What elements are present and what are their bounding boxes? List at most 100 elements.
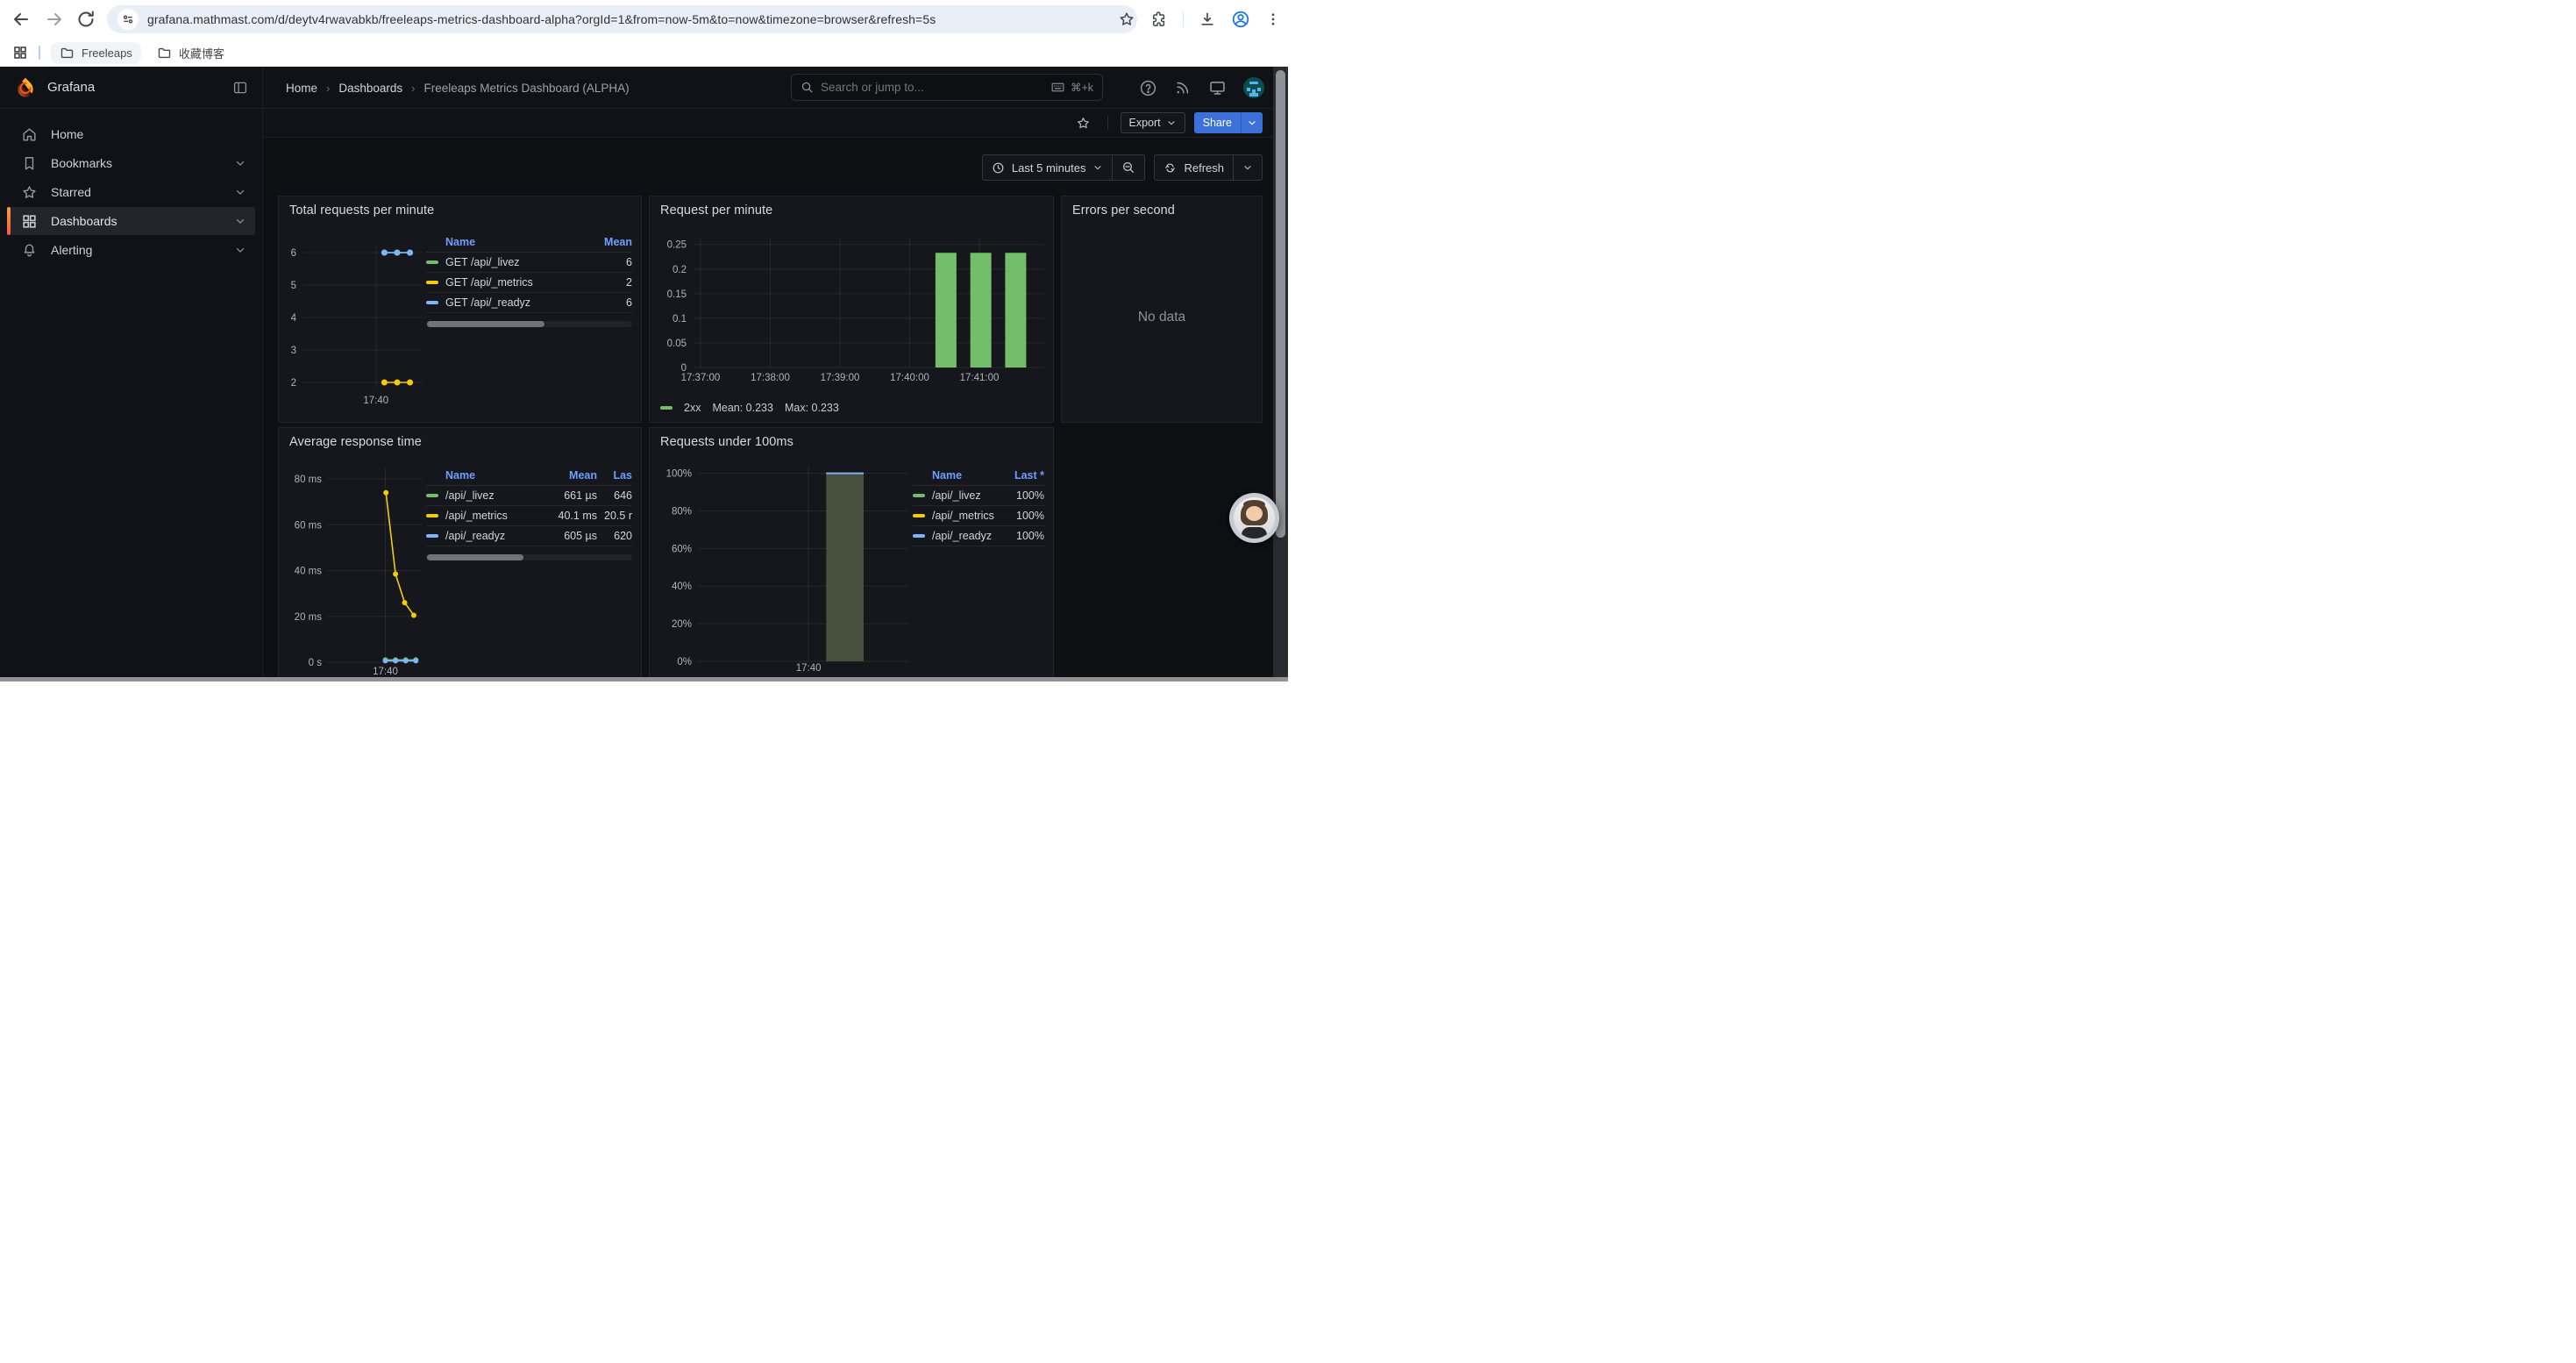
series-value: 661 µs: [532, 489, 597, 502]
help-icon[interactable]: [1139, 79, 1157, 97]
chevron-down-icon[interactable]: [234, 244, 246, 256]
legend-scrollbar[interactable]: [426, 321, 632, 327]
series-name[interactable]: /api/_livez: [445, 489, 532, 502]
chevron-down-icon[interactable]: [234, 215, 246, 227]
breadcrumb-home[interactable]: Home: [286, 82, 317, 95]
series-name[interactable]: /api/_readyz: [445, 530, 532, 542]
home-icon: [21, 126, 38, 143]
series-swatch: [426, 301, 445, 304]
page-scrollbar[interactable]: [1273, 67, 1288, 682]
browser-toolbar: grafana.mathmast.com/d/deytv4rwavabkb/fr…: [0, 0, 1288, 39]
svg-text:20%: 20%: [672, 619, 692, 630]
series-name[interactable]: /api/_metrics: [932, 510, 995, 522]
clock-icon: [992, 161, 1005, 175]
svg-text:60 ms: 60 ms: [295, 520, 323, 531]
menu-dots-icon[interactable]: [1265, 11, 1281, 27]
legend-scrollbar[interactable]: [426, 554, 632, 560]
sidebar-item-label: Starred: [51, 185, 91, 199]
sidebar-item-bookmarks[interactable]: Bookmarks: [7, 149, 255, 177]
series-name[interactable]: 2xx: [684, 402, 701, 414]
series-name[interactable]: GET /api/_livez: [445, 256, 588, 268]
legend-col-las[interactable]: Las: [597, 469, 632, 482]
legend-col-last-[interactable]: Last *: [995, 469, 1044, 482]
scrollbar-thumb[interactable]: [1276, 70, 1285, 538]
floating-assistant-avatar[interactable]: [1229, 493, 1279, 543]
legend-table: NameMeanGET /api/_livez6GET /api/_metric…: [426, 232, 632, 327]
chevron-down-icon[interactable]: [234, 186, 246, 198]
search-box[interactable]: ⌘+k: [791, 74, 1103, 101]
extensions-icon[interactable]: [1150, 11, 1168, 28]
legend-col-name[interactable]: Name: [445, 236, 588, 248]
sidebar-header: Grafana: [0, 67, 262, 109]
time-range-picker[interactable]: Last 5 minutes: [983, 155, 1113, 180]
bookmarks-bar: Freeleaps 收藏博客: [0, 39, 1288, 67]
svg-text:6: 6: [291, 248, 296, 259]
reload-icon[interactable]: [75, 9, 96, 30]
sidebar-collapse-icon[interactable]: [232, 80, 248, 96]
actions-divider: [1107, 116, 1108, 130]
monitor-icon[interactable]: [1208, 79, 1227, 97]
profile-icon[interactable]: [1231, 10, 1250, 29]
legend-header: NameMeanLas: [426, 465, 632, 486]
legend-col-name[interactable]: Name: [445, 469, 532, 482]
panel-title[interactable]: Requests under 100ms: [660, 435, 793, 449]
search-input[interactable]: [821, 81, 1043, 94]
series-name[interactable]: GET /api/_metrics: [445, 276, 588, 289]
refresh-interval-button[interactable]: [1233, 155, 1262, 180]
brand-name: Grafana: [47, 80, 95, 95]
panel-title[interactable]: Request per minute: [660, 203, 772, 218]
legend-header: NameLast *: [913, 465, 1044, 486]
user-avatar[interactable]: [1243, 77, 1264, 98]
refresh-icon: [1163, 161, 1177, 175]
series-name[interactable]: /api/_livez: [932, 489, 995, 502]
breadcrumb-dashboards[interactable]: Dashboards: [338, 82, 402, 95]
site-settings-icon[interactable]: [117, 9, 139, 30]
legend-row: /api/_livez100%: [913, 486, 1044, 506]
sidebar-item-home[interactable]: Home: [7, 120, 255, 148]
url-bar[interactable]: grafana.mathmast.com/d/deytv4rwavabkb/fr…: [107, 5, 1137, 33]
series-swatch: [426, 281, 445, 284]
panel-title[interactable]: Total requests per minute: [289, 203, 434, 218]
series-swatch: [913, 534, 932, 538]
download-icon[interactable]: [1199, 11, 1216, 28]
panel-title[interactable]: Errors per second: [1072, 203, 1175, 218]
series-stat-max: Max: 0.233: [785, 402, 839, 414]
sidebar-item-alerting[interactable]: Alerting: [7, 236, 255, 264]
panel-title[interactable]: Average response time: [289, 435, 422, 449]
series-name[interactable]: /api/_metrics: [445, 510, 532, 522]
zoom-out-button[interactable]: [1112, 155, 1144, 180]
news-rss-icon[interactable]: [1174, 79, 1192, 96]
chart-canvas[interactable]: 0.250.20.150.10.05017:37:0017:38:0017:39…: [650, 196, 1053, 422]
chevron-down-icon[interactable]: [234, 157, 246, 169]
series-swatch: [426, 534, 445, 538]
legend-col-mean[interactable]: Mean: [588, 236, 632, 248]
share-menu-button[interactable]: [1241, 112, 1263, 133]
svg-text:0%: 0%: [677, 657, 692, 667]
sidebar-item-label: Bookmarks: [51, 156, 112, 170]
favorite-star-icon[interactable]: [1072, 111, 1095, 134]
refresh-button[interactable]: Refresh: [1155, 155, 1233, 180]
sidebar-item-dashboards[interactable]: Dashboards: [7, 207, 255, 235]
back-icon[interactable]: [11, 9, 32, 30]
svg-text:17:40: 17:40: [796, 663, 822, 674]
svg-text:0.1: 0.1: [672, 314, 687, 325]
legend-col-name[interactable]: Name: [932, 469, 995, 482]
svg-text:17:40:00: 17:40:00: [890, 373, 929, 383]
share-button[interactable]: Share: [1194, 112, 1241, 133]
export-button[interactable]: Export: [1121, 112, 1185, 133]
bookmark-folder-freeleaps[interactable]: Freeleaps: [51, 42, 141, 64]
apps-grid-icon[interactable]: [12, 45, 28, 61]
forward-icon[interactable]: [44, 9, 65, 30]
grafana-logo[interactable]: [14, 76, 37, 99]
series-name[interactable]: GET /api/_readyz: [445, 296, 588, 309]
series-value: 620: [597, 530, 632, 542]
top-nav: Home › Dashboards › Freeleaps Metrics Da…: [263, 67, 1273, 109]
no-data-message: No data: [1062, 310, 1262, 325]
sidebar-item-starred[interactable]: Starred: [7, 178, 255, 206]
series-name[interactable]: /api/_readyz: [932, 530, 995, 542]
bookmark-folder-blogs[interactable]: 收藏博客: [148, 41, 233, 65]
bookmark-label: 收藏博客: [179, 45, 224, 61]
series-value: 646: [597, 489, 632, 502]
legend-col-mean[interactable]: Mean: [532, 469, 597, 482]
bookmark-star-icon[interactable]: [1118, 11, 1135, 28]
